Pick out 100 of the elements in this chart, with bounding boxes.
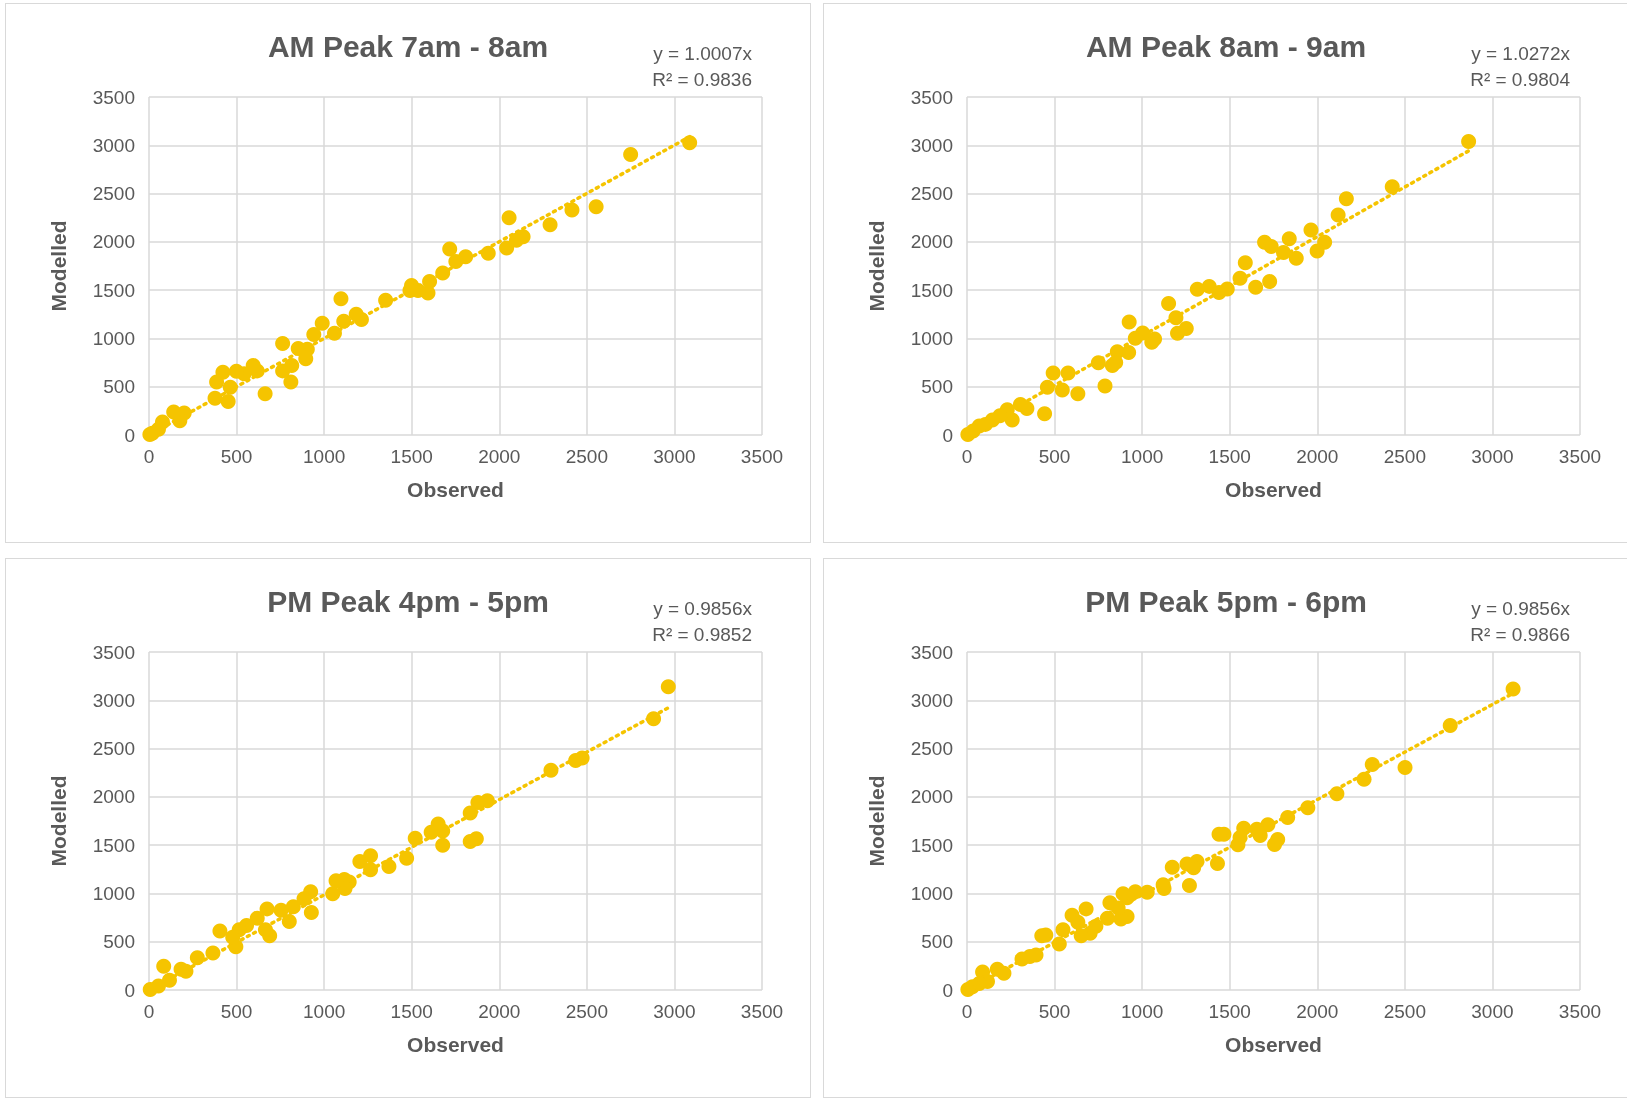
y-tick-label: 3500 <box>910 641 953 663</box>
point <box>1054 382 1070 398</box>
x-tick-label: 2500 <box>1383 446 1426 467</box>
y-tick-label: 2500 <box>910 738 953 760</box>
text: y = 1.0007x <box>653 43 753 64</box>
x-tick-label: 500 <box>220 446 253 467</box>
y-axis-title: Modelled <box>47 775 70 867</box>
x-tick-label: 1000 <box>303 446 346 467</box>
point <box>588 199 604 215</box>
point <box>1330 207 1346 223</box>
point <box>281 914 297 930</box>
text: y = 0.9856x <box>653 598 753 619</box>
point <box>1181 878 1197 894</box>
point <box>1262 274 1278 290</box>
point <box>1039 379 1055 395</box>
point <box>462 805 478 821</box>
y-tick-label: 0 <box>942 979 953 1001</box>
point <box>435 837 451 853</box>
y-tick-label: 3000 <box>910 689 953 711</box>
y-axis-title: Modelled <box>865 775 888 867</box>
point <box>314 315 330 331</box>
point <box>1309 243 1325 259</box>
y-tick-label: 0 <box>124 979 135 1001</box>
y-tick-label: 3000 <box>92 689 135 711</box>
point <box>352 854 368 870</box>
x-tick-label: 0 <box>961 1001 973 1022</box>
point <box>1209 856 1225 872</box>
point <box>1099 910 1115 926</box>
point <box>259 901 275 917</box>
y-tick-label: 1500 <box>92 834 135 856</box>
point <box>325 886 341 902</box>
y-tick-label: 500 <box>103 376 135 398</box>
y-tick-label: 2500 <box>92 738 135 760</box>
point <box>1012 396 1028 412</box>
point <box>448 254 464 270</box>
y-tick-label: 500 <box>921 376 953 398</box>
y-tick-label: 1000 <box>910 882 953 904</box>
point <box>564 202 580 218</box>
point <box>1300 800 1316 816</box>
point <box>1267 836 1283 852</box>
y-tick-label: 3000 <box>910 134 953 156</box>
y-tick-label: 1500 <box>910 279 953 301</box>
y-tick-label: 500 <box>103 931 135 953</box>
point <box>399 850 415 866</box>
x-tick-label: 2000 <box>1296 1001 1339 1022</box>
point <box>1055 922 1071 938</box>
point <box>1164 859 1180 875</box>
point <box>1102 895 1118 911</box>
point <box>480 245 496 261</box>
point <box>273 902 289 918</box>
x-tick-label: 500 <box>1038 446 1071 467</box>
text: R² = 0.9804 <box>1470 69 1571 90</box>
x-tick-label: 3000 <box>653 1001 696 1022</box>
point <box>296 891 312 907</box>
point <box>257 922 273 938</box>
point <box>960 427 976 443</box>
point <box>442 241 458 257</box>
point <box>1442 717 1458 733</box>
point <box>166 404 182 420</box>
point <box>1070 386 1086 402</box>
point <box>1288 250 1304 266</box>
point <box>407 830 423 846</box>
point <box>1115 886 1131 902</box>
x-tick-label: 3500 <box>740 446 784 467</box>
x-tick-label: 2500 <box>565 1001 608 1022</box>
y-tick-label: 3500 <box>910 86 953 108</box>
point <box>326 325 342 341</box>
point <box>682 135 698 151</box>
point <box>1281 231 1297 247</box>
x-tick-label: 1000 <box>303 1001 346 1022</box>
y-tick-label: 2500 <box>910 183 953 205</box>
point <box>257 386 273 402</box>
point <box>1037 406 1053 422</box>
y-tick-label: 2000 <box>92 231 135 253</box>
point <box>568 752 584 768</box>
y-tick-label: 500 <box>921 931 953 953</box>
point <box>1161 296 1177 312</box>
point <box>228 363 244 379</box>
point <box>1248 279 1264 295</box>
x-axis-title: Observed <box>407 1033 504 1056</box>
point <box>435 265 451 281</box>
point <box>1201 278 1217 294</box>
y-tick-label: 1500 <box>92 279 135 301</box>
point <box>336 313 352 329</box>
x-tick-label: 500 <box>220 1001 253 1022</box>
x-axis-title: Observed <box>407 478 504 501</box>
point <box>1356 771 1372 787</box>
point <box>363 862 379 878</box>
point <box>249 910 265 926</box>
point <box>348 306 364 322</box>
text: R² = 0.9852 <box>652 624 752 645</box>
chart-title: AM Peak 7am - 8am <box>267 29 549 63</box>
y-tick-label: 3000 <box>92 134 135 156</box>
chart-title: PM Peak 4pm - 5pm <box>267 584 549 618</box>
point <box>142 982 158 998</box>
point <box>220 393 236 409</box>
x-tick-label: 3000 <box>1471 1001 1514 1022</box>
point <box>381 858 397 874</box>
point <box>303 905 319 921</box>
point <box>275 336 291 352</box>
